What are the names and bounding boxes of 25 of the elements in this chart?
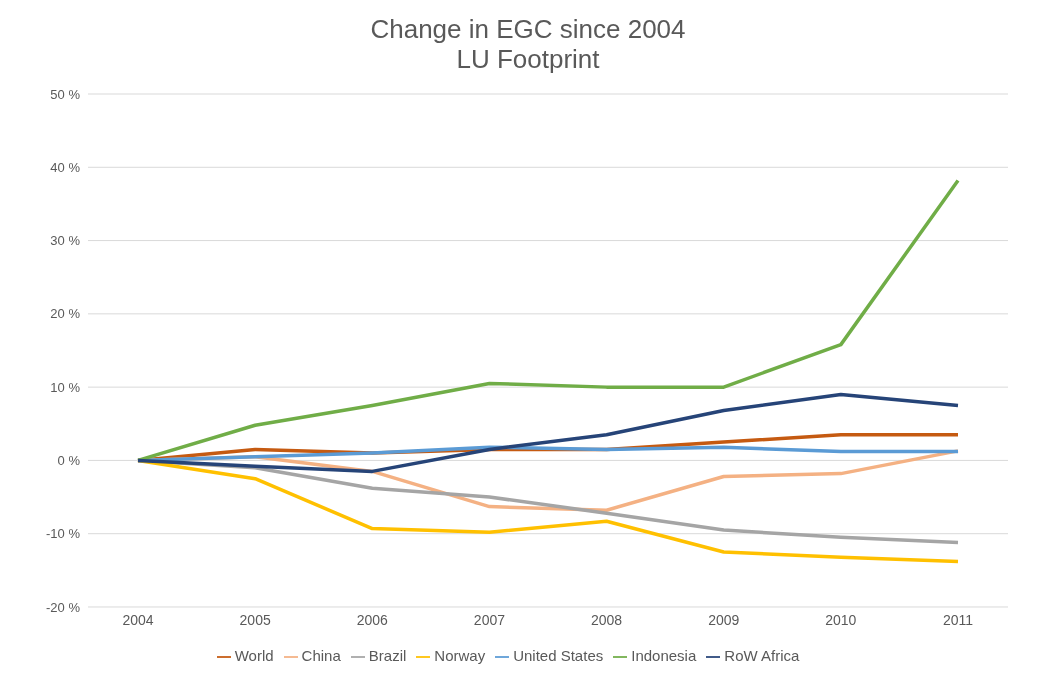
legend-label: China	[301, 646, 341, 664]
y-tick-label: 50 %	[50, 86, 81, 102]
x-tick-label: 2008	[590, 611, 623, 628]
y-tick-label: -20 %	[46, 599, 81, 615]
legend-label: Indonesia	[631, 646, 697, 664]
x-tick-label: 2005	[239, 611, 271, 628]
y-tick-label: 20 %	[50, 306, 81, 322]
x-tick-label: 2009	[708, 611, 740, 628]
chart-title: Change in EGC since 2004 LU Footprint	[369, 14, 687, 74]
x-tick-label: 2011	[942, 611, 974, 628]
y-tick-label: 0 %	[57, 453, 81, 469]
legend-label: RoW Africa	[724, 646, 800, 664]
y-tick-label: -10 %	[46, 526, 81, 542]
legend-label: Norway	[434, 646, 486, 664]
y-tick-label: 10 %	[50, 379, 81, 395]
legend-label: World	[234, 646, 274, 664]
x-tick-label: 2006	[356, 611, 389, 628]
line-series	[136, 392, 960, 474]
y-tick-label: 30 %	[50, 233, 81, 249]
x-tick-label: 2004	[122, 611, 154, 628]
x-tick-label: 2007	[473, 611, 506, 628]
legend-label: United States	[513, 646, 604, 664]
legend-label: Brazil	[368, 646, 407, 664]
y-tick-label: 40 %	[50, 159, 81, 175]
x-tick-label: 2010	[825, 611, 857, 628]
